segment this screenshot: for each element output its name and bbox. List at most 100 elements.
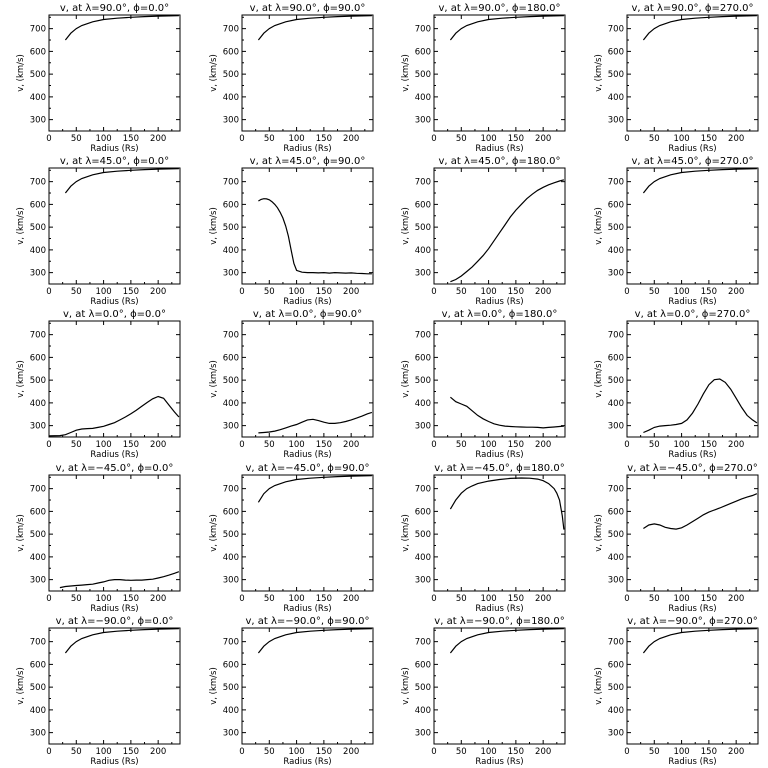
y-tick-label: 700 [30, 485, 46, 495]
x-tick-label: 0 [46, 594, 51, 604]
x-tick-label: 0 [239, 594, 244, 604]
plot-frame [48, 627, 181, 745]
series-line [449, 15, 564, 41]
x-tick-label: 0 [431, 440, 436, 450]
y-tick-label: 600 [415, 507, 431, 517]
x-tick-label: 200 [343, 594, 359, 604]
series-line [449, 628, 564, 654]
chart-title: v, at λ=0.0°, ϕ=90.0° [253, 309, 362, 320]
y-tick-label: 300 [30, 116, 46, 126]
x-axis-label: Radius (Rs) [283, 757, 331, 767]
x-tick-label: 0 [431, 594, 436, 604]
chart-title: v, at λ=−90.0°, ϕ=0.0° [56, 616, 174, 627]
series-line [258, 411, 373, 434]
y-tick-label: 700 [415, 178, 431, 188]
plot-frame [48, 474, 181, 592]
y-tick-label: 600 [415, 47, 431, 57]
x-tick-label: 50 [264, 594, 275, 604]
x-tick-label: 0 [431, 134, 436, 144]
x-tick-label: 200 [728, 134, 744, 144]
plot-frame [433, 627, 566, 745]
y-tick-label: 600 [608, 660, 624, 670]
series-line [59, 571, 180, 589]
x-axis-label: Radius (Rs) [475, 297, 523, 307]
series-line [643, 378, 758, 434]
x-tick-label: 150 [123, 440, 139, 450]
x-tick-label: 50 [71, 134, 82, 144]
x-tick-label: 100 [95, 134, 111, 144]
y-axis-label: v, (km/s) [594, 667, 604, 705]
x-tick-label: 50 [264, 440, 275, 450]
chart-panel-4: v, at λ=90.0°, ϕ=270.0° 0 50 100 150 200 300 40… [594, 3, 759, 154]
y-tick-label: 600 [223, 47, 239, 57]
y-tick-label: 600 [30, 507, 46, 517]
x-tick-label: 200 [343, 440, 359, 450]
x-tick-label: 150 [316, 287, 332, 297]
x-tick-label: 0 [46, 747, 51, 757]
series-line [642, 628, 757, 654]
x-tick-label: 200 [343, 747, 359, 757]
x-tick-label: 50 [649, 287, 660, 297]
x-tick-label: 100 [673, 747, 689, 757]
x-tick-label: 200 [150, 134, 166, 144]
x-tick-label: 0 [46, 440, 51, 450]
x-tick-label: 50 [71, 594, 82, 604]
y-tick-label: 300 [223, 576, 239, 586]
x-tick-label: 100 [288, 594, 304, 604]
y-tick-label: 400 [30, 399, 46, 409]
y-axis-label: v, (km/s) [16, 360, 26, 398]
y-tick-label: 600 [415, 353, 431, 363]
y-tick-label: 400 [30, 553, 46, 563]
x-tick-label: 0 [624, 134, 629, 144]
series-line [450, 179, 565, 283]
plot-frame [433, 14, 566, 132]
y-axis-label: v, (km/s) [209, 667, 219, 705]
y-tick-label: 500 [608, 683, 624, 693]
y-tick-label: 300 [608, 116, 624, 126]
plot-frame [241, 474, 374, 592]
y-axis-label: v, (km/s) [401, 667, 411, 705]
chart-title: v, at λ=−45.0°, ϕ=0.0° [56, 463, 174, 474]
y-tick-label: 600 [30, 660, 46, 670]
y-axis-label: v, (km/s) [209, 360, 219, 398]
x-tick-label: 200 [150, 594, 166, 604]
y-tick-label: 300 [415, 729, 431, 739]
y-axis-label: v, (km/s) [16, 667, 26, 705]
x-tick-label: 200 [343, 287, 359, 297]
x-tick-label: 150 [316, 594, 332, 604]
chart-panel-3: v, at λ=90.0°, ϕ=180.0° 0 50 100 150 200 300 40… [401, 3, 566, 154]
y-tick-label: 400 [223, 246, 239, 256]
x-tick-label: 0 [624, 594, 629, 604]
series-line [642, 168, 757, 194]
x-tick-label: 100 [480, 747, 496, 757]
y-axis-label: v, (km/s) [594, 514, 604, 552]
y-tick-label: 500 [30, 223, 46, 233]
y-tick-label: 700 [415, 485, 431, 495]
series-line [450, 396, 564, 429]
x-tick-label: 100 [673, 594, 689, 604]
y-tick-label: 300 [30, 576, 46, 586]
chart-title: v, at λ=−45.0°, ϕ=180.0° [434, 463, 564, 474]
x-tick-label: 150 [701, 594, 717, 604]
x-tick-label: 100 [480, 440, 496, 450]
chart-title: v, at λ=0.0°, ϕ=270.0° [635, 309, 751, 320]
y-tick-label: 300 [608, 729, 624, 739]
chart-panel-2: v, at λ=90.0°, ϕ=90.0° 0 50 100 150 200 300 400… [209, 3, 374, 154]
x-axis-label: Radius (Rs) [90, 144, 138, 154]
y-tick-label: 400 [608, 399, 624, 409]
y-tick-label: 500 [608, 530, 624, 540]
y-tick-label: 600 [30, 47, 46, 57]
x-tick-label: 100 [288, 134, 304, 144]
x-tick-label: 50 [649, 440, 660, 450]
y-tick-label: 400 [608, 93, 624, 103]
series-line [258, 198, 372, 275]
plot-frame [626, 167, 759, 285]
chart-panel-10: v, at λ=0.0°, ϕ=90.0° 0 50 100 150 200 300 400 5… [209, 309, 374, 460]
y-tick-label: 700 [223, 331, 239, 341]
x-tick-label: 150 [508, 287, 524, 297]
x-axis-label: Radius (Rs) [283, 450, 331, 460]
x-tick-label: 150 [316, 747, 332, 757]
y-tick-label: 500 [415, 376, 431, 386]
x-tick-label: 200 [535, 287, 551, 297]
